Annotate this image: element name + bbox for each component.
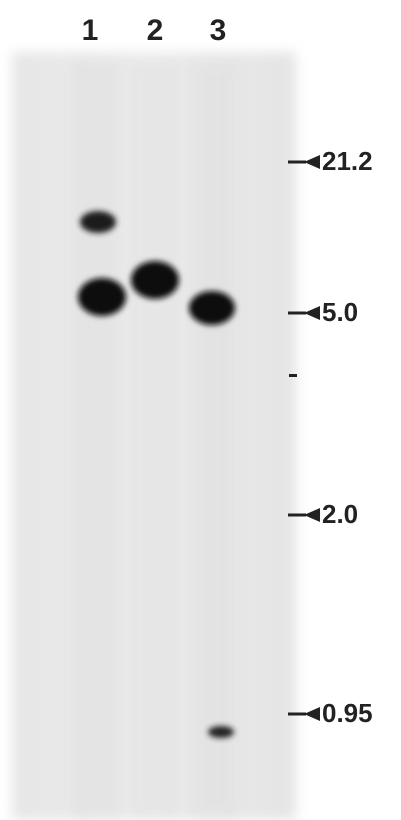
band: [80, 211, 116, 233]
blot-figure: 1 2 3 21.2 5.0 2.0 0.95: [0, 0, 401, 820]
lane-label: 1: [82, 14, 99, 47]
band: [131, 261, 179, 299]
size-marker: 0.95: [322, 698, 373, 728]
band: [78, 278, 126, 316]
lane-label: 3: [210, 14, 227, 47]
band: [208, 726, 234, 738]
lane-streaks: [72, 60, 238, 820]
lane-label: 2: [147, 14, 164, 47]
size-marker: 5.0: [322, 297, 358, 327]
band: [189, 291, 235, 325]
size-marker: 2.0: [322, 499, 358, 529]
size-marker: 21.2: [322, 146, 373, 176]
